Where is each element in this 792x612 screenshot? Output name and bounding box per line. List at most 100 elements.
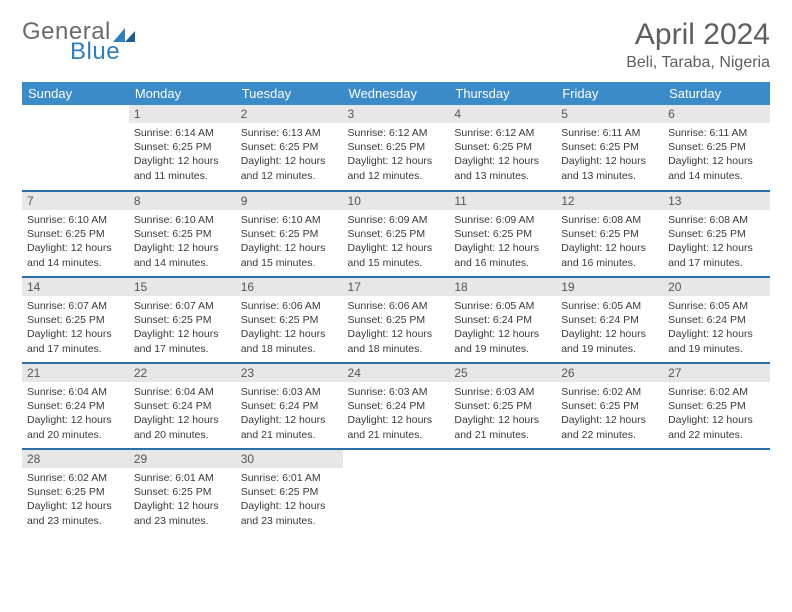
calendar-cell: 8Sunrise: 6:10 AMSunset: 6:25 PMDaylight… xyxy=(129,191,236,277)
day-details: Sunrise: 6:14 AMSunset: 6:25 PMDaylight:… xyxy=(129,123,236,187)
day-number: 19 xyxy=(556,278,663,296)
day-details: Sunrise: 6:12 AMSunset: 6:25 PMDaylight:… xyxy=(449,123,556,187)
day-number: 17 xyxy=(343,278,450,296)
calendar-cell: .. xyxy=(22,105,129,191)
day-details: Sunrise: 6:06 AMSunset: 6:25 PMDaylight:… xyxy=(343,296,450,360)
day-number: 30 xyxy=(236,450,343,468)
day-number: 20 xyxy=(663,278,770,296)
calendar-cell: 7Sunrise: 6:10 AMSunset: 6:25 PMDaylight… xyxy=(22,191,129,277)
day-details: Sunrise: 6:05 AMSunset: 6:24 PMDaylight:… xyxy=(556,296,663,360)
day-number: 2 xyxy=(236,105,343,123)
day-details: Sunrise: 6:05 AMSunset: 6:24 PMDaylight:… xyxy=(663,296,770,360)
calendar-cell: 25Sunrise: 6:03 AMSunset: 6:25 PMDayligh… xyxy=(449,363,556,449)
day-details: Sunrise: 6:08 AMSunset: 6:25 PMDaylight:… xyxy=(556,210,663,274)
day-details: Sunrise: 6:02 AMSunset: 6:25 PMDaylight:… xyxy=(556,382,663,446)
calendar-cell: 18Sunrise: 6:05 AMSunset: 6:24 PMDayligh… xyxy=(449,277,556,363)
day-number: 26 xyxy=(556,364,663,382)
header: GeneralBlue April 2024 Beli, Taraba, Nig… xyxy=(22,18,770,72)
calendar-cell: .. xyxy=(449,449,556,535)
weekday-header: Tuesday xyxy=(236,82,343,105)
day-details: Sunrise: 6:09 AMSunset: 6:25 PMDaylight:… xyxy=(343,210,450,274)
day-number: 4 xyxy=(449,105,556,123)
calendar-row: ..1Sunrise: 6:14 AMSunset: 6:25 PMDaylig… xyxy=(22,105,770,191)
calendar-cell: 15Sunrise: 6:07 AMSunset: 6:25 PMDayligh… xyxy=(129,277,236,363)
day-details: Sunrise: 6:03 AMSunset: 6:24 PMDaylight:… xyxy=(236,382,343,446)
day-details: Sunrise: 6:12 AMSunset: 6:25 PMDaylight:… xyxy=(343,123,450,187)
calendar-cell: 4Sunrise: 6:12 AMSunset: 6:25 PMDaylight… xyxy=(449,105,556,191)
day-details: Sunrise: 6:03 AMSunset: 6:24 PMDaylight:… xyxy=(343,382,450,446)
calendar-row: 21Sunrise: 6:04 AMSunset: 6:24 PMDayligh… xyxy=(22,363,770,449)
calendar-cell: 5Sunrise: 6:11 AMSunset: 6:25 PMDaylight… xyxy=(556,105,663,191)
day-details: Sunrise: 6:13 AMSunset: 6:25 PMDaylight:… xyxy=(236,123,343,187)
day-number: 25 xyxy=(449,364,556,382)
day-details: Sunrise: 6:10 AMSunset: 6:25 PMDaylight:… xyxy=(22,210,129,274)
calendar-body: ..1Sunrise: 6:14 AMSunset: 6:25 PMDaylig… xyxy=(22,105,770,535)
calendar-cell: 26Sunrise: 6:02 AMSunset: 6:25 PMDayligh… xyxy=(556,363,663,449)
day-details: Sunrise: 6:01 AMSunset: 6:25 PMDaylight:… xyxy=(236,468,343,532)
day-details: Sunrise: 6:02 AMSunset: 6:25 PMDaylight:… xyxy=(663,382,770,446)
day-number: 12 xyxy=(556,192,663,210)
day-number: 11 xyxy=(449,192,556,210)
day-number: 28 xyxy=(22,450,129,468)
calendar-cell: 22Sunrise: 6:04 AMSunset: 6:24 PMDayligh… xyxy=(129,363,236,449)
calendar-row: 28Sunrise: 6:02 AMSunset: 6:25 PMDayligh… xyxy=(22,449,770,535)
day-details: Sunrise: 6:01 AMSunset: 6:25 PMDaylight:… xyxy=(129,468,236,532)
calendar-cell: 14Sunrise: 6:07 AMSunset: 6:25 PMDayligh… xyxy=(22,277,129,363)
day-number: 15 xyxy=(129,278,236,296)
day-number: 7 xyxy=(22,192,129,210)
day-details: Sunrise: 6:07 AMSunset: 6:25 PMDaylight:… xyxy=(129,296,236,360)
location-text: Beli, Taraba, Nigeria xyxy=(626,54,770,72)
day-details: Sunrise: 6:05 AMSunset: 6:24 PMDaylight:… xyxy=(449,296,556,360)
calendar-cell: 30Sunrise: 6:01 AMSunset: 6:25 PMDayligh… xyxy=(236,449,343,535)
calendar-cell: .. xyxy=(663,449,770,535)
day-details: Sunrise: 6:11 AMSunset: 6:25 PMDaylight:… xyxy=(663,123,770,187)
calendar-cell: 20Sunrise: 6:05 AMSunset: 6:24 PMDayligh… xyxy=(663,277,770,363)
weekday-header: Saturday xyxy=(663,82,770,105)
calendar-cell: 29Sunrise: 6:01 AMSunset: 6:25 PMDayligh… xyxy=(129,449,236,535)
day-details: Sunrise: 6:11 AMSunset: 6:25 PMDaylight:… xyxy=(556,123,663,187)
calendar-cell: 17Sunrise: 6:06 AMSunset: 6:25 PMDayligh… xyxy=(343,277,450,363)
day-number: 3 xyxy=(343,105,450,123)
calendar-cell: 12Sunrise: 6:08 AMSunset: 6:25 PMDayligh… xyxy=(556,191,663,277)
day-number: 13 xyxy=(663,192,770,210)
weekday-header: Friday xyxy=(556,82,663,105)
day-number: 18 xyxy=(449,278,556,296)
day-details: Sunrise: 6:10 AMSunset: 6:25 PMDaylight:… xyxy=(129,210,236,274)
day-details: Sunrise: 6:10 AMSunset: 6:25 PMDaylight:… xyxy=(236,210,343,274)
calendar-cell: 9Sunrise: 6:10 AMSunset: 6:25 PMDaylight… xyxy=(236,191,343,277)
calendar-cell: 10Sunrise: 6:09 AMSunset: 6:25 PMDayligh… xyxy=(343,191,450,277)
weekday-header: Sunday xyxy=(22,82,129,105)
logo: GeneralBlue xyxy=(22,18,135,66)
calendar-row: 14Sunrise: 6:07 AMSunset: 6:25 PMDayligh… xyxy=(22,277,770,363)
logo-text-blue: Blue xyxy=(70,38,120,66)
calendar-cell: 24Sunrise: 6:03 AMSunset: 6:24 PMDayligh… xyxy=(343,363,450,449)
calendar-cell: 6Sunrise: 6:11 AMSunset: 6:25 PMDaylight… xyxy=(663,105,770,191)
day-number: 23 xyxy=(236,364,343,382)
weekday-header: Monday xyxy=(129,82,236,105)
day-number: 16 xyxy=(236,278,343,296)
calendar-cell: 16Sunrise: 6:06 AMSunset: 6:25 PMDayligh… xyxy=(236,277,343,363)
calendar-cell: 2Sunrise: 6:13 AMSunset: 6:25 PMDaylight… xyxy=(236,105,343,191)
day-number: 27 xyxy=(663,364,770,382)
day-details: Sunrise: 6:07 AMSunset: 6:25 PMDaylight:… xyxy=(22,296,129,360)
day-number: 24 xyxy=(343,364,450,382)
day-number: 14 xyxy=(22,278,129,296)
calendar-table: SundayMondayTuesdayWednesdayThursdayFrid… xyxy=(22,82,770,535)
day-details: Sunrise: 6:04 AMSunset: 6:24 PMDaylight:… xyxy=(129,382,236,446)
day-number: 5 xyxy=(556,105,663,123)
calendar-cell: 19Sunrise: 6:05 AMSunset: 6:24 PMDayligh… xyxy=(556,277,663,363)
day-number: 1 xyxy=(129,105,236,123)
day-number: 21 xyxy=(22,364,129,382)
weekday-header: Thursday xyxy=(449,82,556,105)
day-details: Sunrise: 6:03 AMSunset: 6:25 PMDaylight:… xyxy=(449,382,556,446)
calendar-cell: 13Sunrise: 6:08 AMSunset: 6:25 PMDayligh… xyxy=(663,191,770,277)
day-number: 10 xyxy=(343,192,450,210)
weekday-header: Wednesday xyxy=(343,82,450,105)
calendar-cell: 11Sunrise: 6:09 AMSunset: 6:25 PMDayligh… xyxy=(449,191,556,277)
day-number: 6 xyxy=(663,105,770,123)
calendar-cell: .. xyxy=(343,449,450,535)
calendar-header-row: SundayMondayTuesdayWednesdayThursdayFrid… xyxy=(22,82,770,105)
calendar-cell: 21Sunrise: 6:04 AMSunset: 6:24 PMDayligh… xyxy=(22,363,129,449)
day-number: 9 xyxy=(236,192,343,210)
calendar-cell: 23Sunrise: 6:03 AMSunset: 6:24 PMDayligh… xyxy=(236,363,343,449)
